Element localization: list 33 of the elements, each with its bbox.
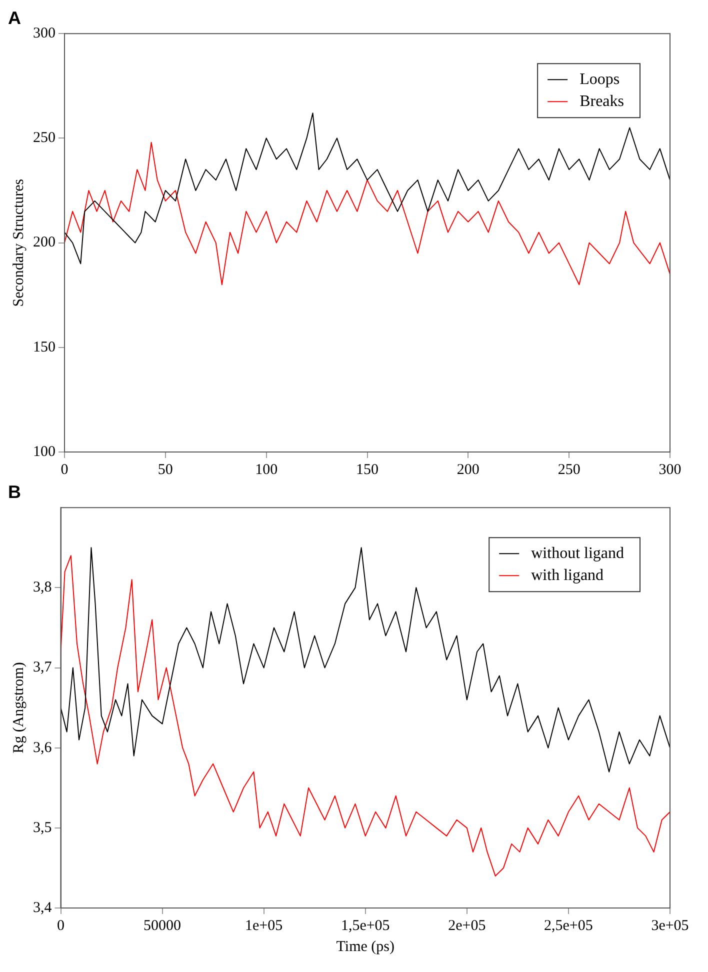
y-tick-label: 150 <box>33 339 56 356</box>
legend-label: without ligand <box>531 544 624 562</box>
x-tick-label: 0 <box>57 918 64 934</box>
x-tick-label: 1,5e+05 <box>340 918 390 934</box>
x-tick-label: 200 <box>456 462 480 478</box>
y-tick-label: 100 <box>33 444 56 460</box>
x-tick-label: 150 <box>356 462 378 478</box>
x-tick-label: 0 <box>60 462 68 478</box>
y-axis-title: Rg (Angstrom) <box>10 662 27 754</box>
legend-label: Loops <box>580 70 620 88</box>
x-tick-label: 3e+05 <box>651 918 689 934</box>
y-tick-label: 3,8 <box>33 580 52 596</box>
y-tick-label: 3,5 <box>33 820 52 836</box>
x-tick-label: 250 <box>558 462 580 478</box>
y-axis-title: Secondary Structures <box>10 178 27 307</box>
x-tick-label: 2,5e+05 <box>544 918 593 934</box>
x-tick-label: 50 <box>158 462 173 478</box>
x-tick-label: 300 <box>658 462 682 478</box>
y-tick-label: 250 <box>33 130 56 146</box>
y-tick-label: 3,4 <box>33 900 52 916</box>
x-tick-label: 2e+05 <box>448 918 486 934</box>
x-tick-label: 100 <box>255 462 278 478</box>
x-tick-label: 50000 <box>144 918 182 934</box>
legend-label: with ligand <box>531 566 604 584</box>
y-tick-label: 3,7 <box>33 660 52 676</box>
y-tick-label: 3,6 <box>33 740 52 756</box>
y-tick-label: 200 <box>33 234 56 251</box>
legend-label: Breaks <box>580 92 624 110</box>
x-tick-label: 1e+05 <box>245 918 283 934</box>
y-tick-label: 300 <box>33 26 56 42</box>
chart-title: A <box>8 8 21 28</box>
x-axis-title: Time (ps) <box>336 938 394 955</box>
chart-title: B <box>8 482 21 502</box>
